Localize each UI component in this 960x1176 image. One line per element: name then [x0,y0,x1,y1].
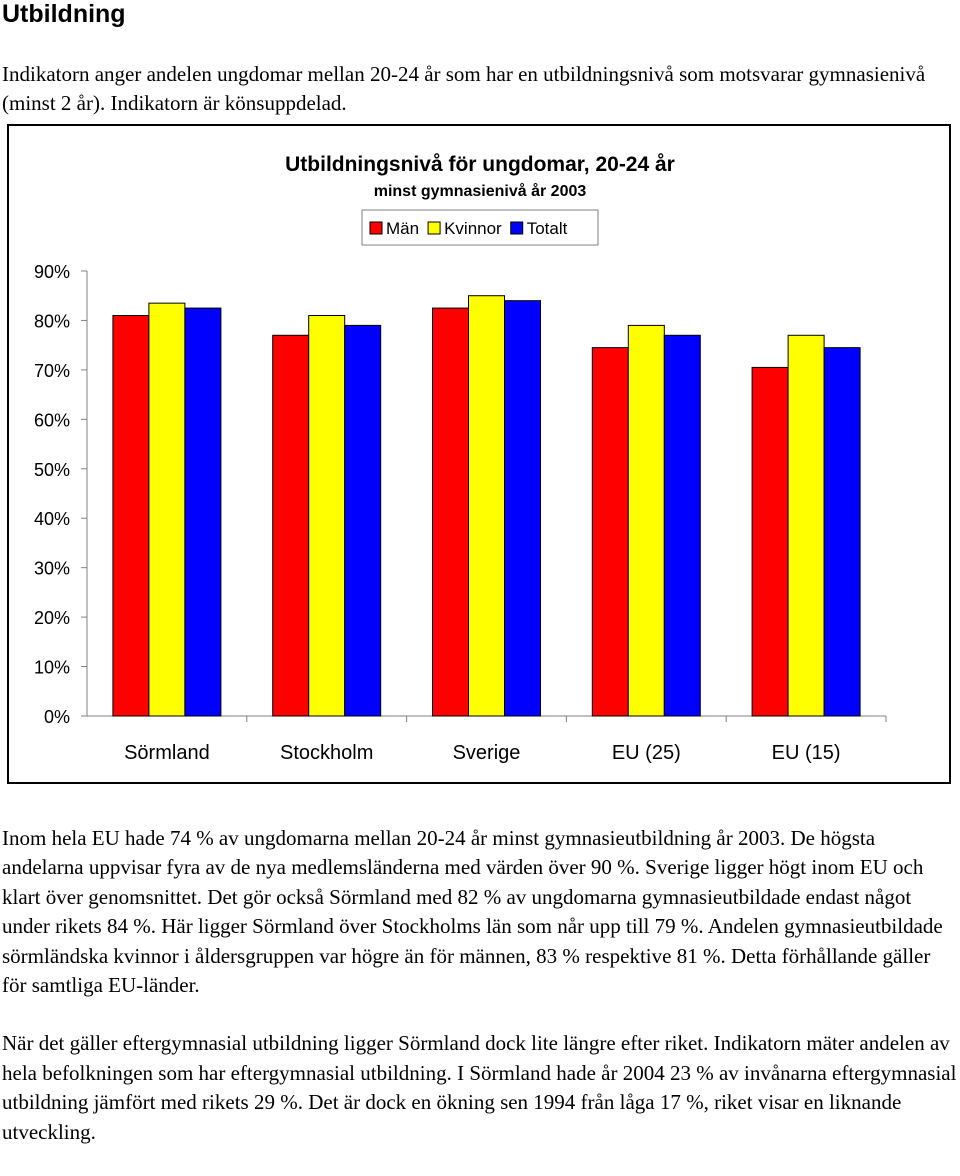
bar-0-2 [184,307,222,717]
bar-2-1 [468,295,505,717]
bar-3-0 [591,347,629,717]
x-tick-label-2: Sverige [453,742,521,764]
bar-4-2 [823,347,861,717]
chart-subtitle: minst gymnasienivå år 2003 [374,182,587,200]
bar-0-0 [112,315,150,717]
legend-label-0: Män [386,219,419,238]
y-tick-label-1: 10% [34,658,70,678]
bar-2-2 [504,300,541,717]
page-heading: Utbildning [2,0,126,28]
y-tick-label-3: 30% [34,559,70,579]
legend-box [361,209,599,246]
legend-label-2: Totalt [527,219,568,238]
legend-swatch-2 [510,221,524,235]
y-tick-label-2: 20% [34,608,70,628]
y-tick-label-8: 80% [34,311,70,331]
bar-3-2 [663,334,701,717]
y-tick-label-9: 90% [34,262,70,282]
bar-0-1 [148,302,186,717]
chart-title: Utbildningsnivå för ungdomar, 20-24 år [285,153,675,176]
bar-2-0 [432,307,469,717]
bar-4-0 [751,366,789,717]
bar-1-2 [344,324,382,717]
y-tick-label-7: 70% [34,361,70,381]
y-tick-label-0: 0% [44,707,70,727]
x-tick-label-4: EU (15) [772,742,841,764]
paragraph-2: När det gäller eftergymnasial utbildning… [2,1031,957,1144]
paragraph-1: Inom hela EU hade 74 % av ungdomarna mel… [2,826,943,998]
legend-swatch-1 [427,221,441,235]
bar-1-1 [308,315,346,717]
y-tick-label-5: 50% [34,460,70,480]
intro-text: Indikatorn anger andelen ungdomar mellan… [2,62,926,115]
bar-3-1 [627,324,665,717]
bar-1-0 [272,334,310,717]
bar-chart: Utbildningsnivå för ungdomar, 20-24 år mi… [34,153,887,764]
y-tick-label-4: 40% [34,509,70,529]
legend-swatch-0 [369,221,383,235]
x-tick-label-3: EU (25) [612,742,681,764]
y-tick-label-6: 60% [34,410,70,430]
legend-label-1: Kvinnor [444,219,502,238]
body-text: Inom hela EU hade 74 % av ungdomarna mel… [2,824,957,1147]
x-tick-label-0: Sörmland [124,742,210,764]
x-tick-label-1: Stockholm [280,742,373,764]
bar-4-1 [787,334,825,717]
